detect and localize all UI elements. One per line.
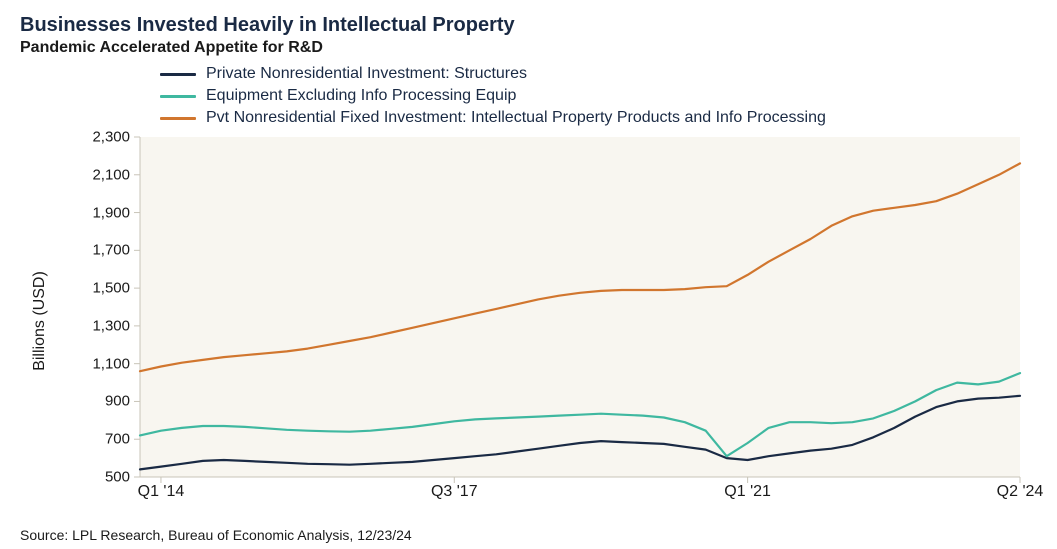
y-tick-label: 700	[70, 431, 130, 448]
y-tick-label: 500	[70, 469, 130, 486]
chart-title: Businesses Invested Heavily in Intellect…	[20, 14, 1037, 37]
legend-label: Pvt Nonresidential Fixed Investment: Int…	[206, 108, 826, 128]
y-tick-label: 1,900	[70, 204, 130, 221]
y-tick-label: 1,300	[70, 317, 130, 334]
x-tick-label: Q1 '14	[138, 483, 185, 501]
legend: Private Nonresidential Investment: Struc…	[160, 63, 1037, 129]
y-tick-label: 1,700	[70, 242, 130, 259]
x-tick-label: Q2 '24	[997, 483, 1044, 501]
plot-background	[140, 137, 1020, 477]
legend-item: Equipment Excluding Info Processing Equi…	[160, 85, 1037, 107]
legend-swatch	[160, 95, 196, 98]
y-tick-label: 2,100	[70, 166, 130, 183]
source-text: Source: LPL Research, Bureau of Economic…	[20, 527, 412, 543]
y-tick-label: 900	[70, 393, 130, 410]
y-tick-label: 2,300	[70, 129, 130, 146]
y-tick-label: 1,500	[70, 280, 130, 297]
legend-item: Private Nonresidential Investment: Struc…	[160, 63, 1037, 85]
chart-svg	[20, 131, 1037, 511]
x-tick-label: Q3 '17	[431, 483, 478, 501]
legend-label: Equipment Excluding Info Processing Equi…	[206, 86, 516, 106]
legend-item: Pvt Nonresidential Fixed Investment: Int…	[160, 107, 1037, 129]
legend-swatch	[160, 117, 196, 120]
legend-swatch	[160, 73, 196, 76]
chart-subtitle: Pandemic Accelerated Appetite for R&D	[20, 39, 1037, 57]
x-tick-label: Q1 '21	[724, 483, 771, 501]
chart-area: Billions (USD) 5007009001,1001,3001,5001…	[20, 131, 1037, 511]
y-tick-label: 1,100	[70, 355, 130, 372]
page: Businesses Invested Heavily in Intellect…	[0, 0, 1057, 549]
legend-label: Private Nonresidential Investment: Struc…	[206, 64, 527, 84]
